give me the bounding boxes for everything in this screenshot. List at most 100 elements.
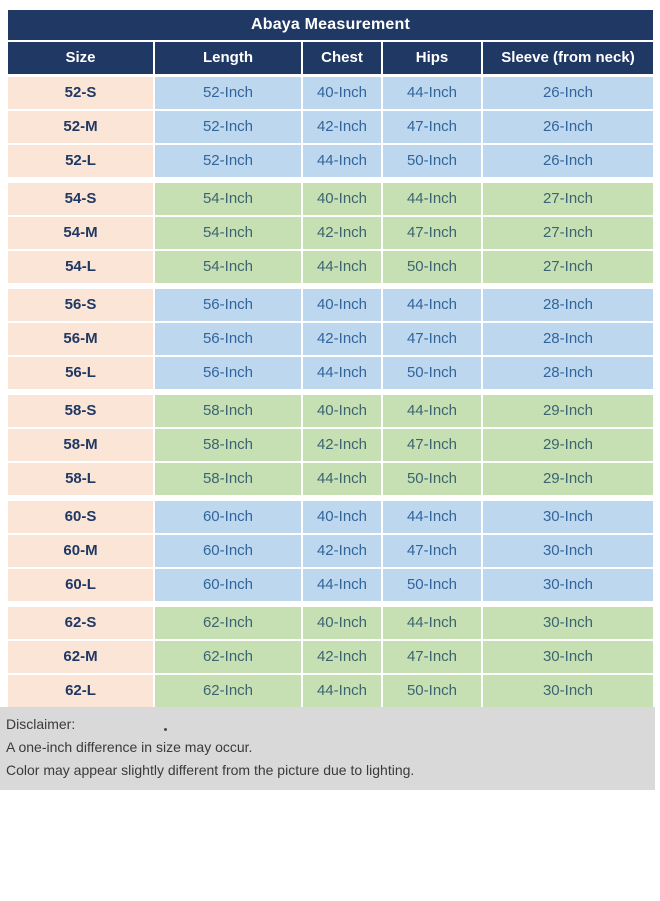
sleeve-cell: 27-Inch xyxy=(483,183,653,215)
size-cell: 60-M xyxy=(8,535,153,567)
table-row: 56-M 56-Inch 42-Inch 47-Inch 28-Inch xyxy=(8,323,653,355)
table-row: 58-S 58-Inch 40-Inch 44-Inch 29-Inch xyxy=(8,395,653,427)
sleeve-cell: 30-Inch xyxy=(483,607,653,639)
table-row: 58-L 58-Inch 44-Inch 50-Inch 29-Inch xyxy=(8,463,653,495)
size-group-56: 56-S 56-Inch 40-Inch 44-Inch 28-Inch 56-M 56-I… xyxy=(8,289,653,389)
length-cell: 60-Inch xyxy=(155,569,301,601)
hips-cell: 47-Inch xyxy=(383,535,481,567)
table-row: 60-M 60-Inch 42-Inch 47-Inch 30-Inch xyxy=(8,535,653,567)
length-cell: 52-Inch xyxy=(155,77,301,109)
disclaimer: Disclaimer: A one-inch difference in siz… xyxy=(0,707,655,790)
chest-cell: 42-Inch xyxy=(303,641,381,673)
sleeve-cell: 30-Inch xyxy=(483,501,653,533)
length-cell: 52-Inch xyxy=(155,145,301,177)
sleeve-cell: 28-Inch xyxy=(483,323,653,355)
size-group-58: 58-S 58-Inch 40-Inch 44-Inch 29-Inch 58-M 58-I… xyxy=(8,395,653,495)
table-row: 60-L 60-Inch 44-Inch 50-Inch 30-Inch xyxy=(8,569,653,601)
chest-cell: 44-Inch xyxy=(303,569,381,601)
chest-cell: 44-Inch xyxy=(303,251,381,283)
table-row: 52-L 52-Inch 44-Inch 50-Inch 26-Inch xyxy=(8,145,653,177)
table-row: 56-S 56-Inch 40-Inch 44-Inch 28-Inch xyxy=(8,289,653,321)
sleeve-cell: 30-Inch xyxy=(483,569,653,601)
length-cell: 52-Inch xyxy=(155,111,301,143)
size-cell: 62-M xyxy=(8,641,153,673)
size-cell: 52-L xyxy=(8,145,153,177)
size-cell: 58-M xyxy=(8,429,153,461)
length-cell: 54-Inch xyxy=(155,251,301,283)
hips-cell: 50-Inch xyxy=(383,675,481,707)
chest-cell: 40-Inch xyxy=(303,607,381,639)
length-cell: 58-Inch xyxy=(155,463,301,495)
chest-cell: 44-Inch xyxy=(303,675,381,707)
length-cell: 56-Inch xyxy=(155,289,301,321)
sleeve-cell: 29-Inch xyxy=(483,429,653,461)
size-cell: 60-S xyxy=(8,501,153,533)
column-header-sleeve: Sleeve (from neck) xyxy=(483,42,653,74)
sleeve-cell: 30-Inch xyxy=(483,535,653,567)
hips-cell: 47-Inch xyxy=(383,323,481,355)
hips-cell: 44-Inch xyxy=(383,501,481,533)
size-cell: 62-L xyxy=(8,675,153,707)
size-cell: 58-L xyxy=(8,463,153,495)
size-cell: 54-L xyxy=(8,251,153,283)
sleeve-cell: 26-Inch xyxy=(483,145,653,177)
disclaimer-heading: Disclaimer: xyxy=(6,716,76,732)
size-cell: 62-S xyxy=(8,607,153,639)
sleeve-cell: 26-Inch xyxy=(483,77,653,109)
table-row: 58-M 58-Inch 42-Inch 47-Inch 29-Inch xyxy=(8,429,653,461)
chest-cell: 42-Inch xyxy=(303,535,381,567)
length-cell: 56-Inch xyxy=(155,357,301,389)
hips-cell: 44-Inch xyxy=(383,183,481,215)
length-cell: 56-Inch xyxy=(155,323,301,355)
column-header-length: Length xyxy=(155,42,301,74)
size-cell: 54-S xyxy=(8,183,153,215)
table-row: 56-L 56-Inch 44-Inch 50-Inch 28-Inch xyxy=(8,357,653,389)
table-title: Abaya Measurement xyxy=(8,10,653,40)
sleeve-cell: 28-Inch xyxy=(483,357,653,389)
chest-cell: 42-Inch xyxy=(303,429,381,461)
size-cell: 52-M xyxy=(8,111,153,143)
hips-cell: 44-Inch xyxy=(383,607,481,639)
chest-cell: 44-Inch xyxy=(303,145,381,177)
chest-cell: 40-Inch xyxy=(303,395,381,427)
table-row: 62-L 62-Inch 44-Inch 50-Inch 30-Inch xyxy=(8,675,653,707)
size-group-54: 54-S 54-Inch 40-Inch 44-Inch 27-Inch 54-M 54-I… xyxy=(8,183,653,283)
hips-cell: 44-Inch xyxy=(383,289,481,321)
hips-cell: 44-Inch xyxy=(383,395,481,427)
hips-cell: 47-Inch xyxy=(383,429,481,461)
hips-cell: 50-Inch xyxy=(383,357,481,389)
size-group-60: 60-S 60-Inch 40-Inch 44-Inch 30-Inch 60-M 60-I… xyxy=(8,501,653,601)
size-cell: 52-S xyxy=(8,77,153,109)
chest-cell: 42-Inch xyxy=(303,217,381,249)
sleeve-cell: 29-Inch xyxy=(483,463,653,495)
column-header-size: Size xyxy=(8,42,153,74)
column-header-chest: Chest xyxy=(303,42,381,74)
disclaimer-line: Color may appear slightly different from… xyxy=(6,762,415,778)
chest-cell: 40-Inch xyxy=(303,289,381,321)
hips-cell: 47-Inch xyxy=(383,217,481,249)
sleeve-cell: 27-Inch xyxy=(483,217,653,249)
sleeve-cell: 30-Inch xyxy=(483,641,653,673)
table-row: 62-M 62-Inch 42-Inch 47-Inch 30-Inch xyxy=(8,641,653,673)
hips-cell: 50-Inch xyxy=(383,569,481,601)
table-body: 52-S 52-Inch 40-Inch 44-Inch 26-Inch 52-M 52-I… xyxy=(8,77,653,707)
chest-cell: 42-Inch xyxy=(303,323,381,355)
hips-cell: 50-Inch xyxy=(383,251,481,283)
size-cell: 60-L xyxy=(8,569,153,601)
size-cell: 56-M xyxy=(8,323,153,355)
sleeve-cell: 28-Inch xyxy=(483,289,653,321)
size-group-62: 62-S 62-Inch 40-Inch 44-Inch 30-Inch 62-M 62-I… xyxy=(8,607,653,707)
measurement-table: Abaya Measurement Size Length Chest Hips… xyxy=(8,10,653,707)
length-cell: 54-Inch xyxy=(155,183,301,215)
size-cell: 54-M xyxy=(8,217,153,249)
chest-cell: 44-Inch xyxy=(303,357,381,389)
table-row: 54-L 54-Inch 44-Inch 50-Inch 27-Inch xyxy=(8,251,653,283)
hips-cell: 47-Inch xyxy=(383,111,481,143)
column-header-hips: Hips xyxy=(383,42,481,74)
size-group-52: 52-S 52-Inch 40-Inch 44-Inch 26-Inch 52-M 52-I… xyxy=(8,77,653,177)
hips-cell: 44-Inch xyxy=(383,77,481,109)
length-cell: 62-Inch xyxy=(155,675,301,707)
sleeve-cell: 30-Inch xyxy=(483,675,653,707)
header-row: Size Length Chest Hips Sleeve (from neck… xyxy=(8,42,653,74)
hips-cell: 50-Inch xyxy=(383,145,481,177)
